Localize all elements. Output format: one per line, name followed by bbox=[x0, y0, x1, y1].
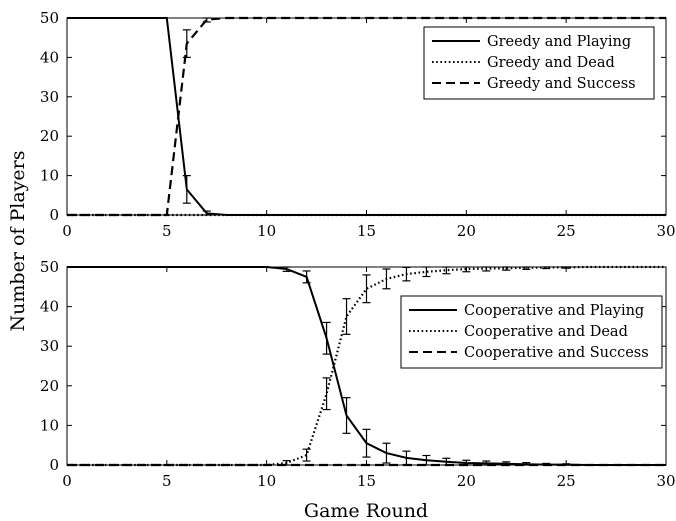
y-tick-label: 0 bbox=[49, 456, 59, 474]
y-tick-label: 30 bbox=[40, 88, 59, 106]
error-bar bbox=[322, 377, 331, 411]
x-tick-label: 15 bbox=[357, 472, 376, 490]
y-tick-label: 20 bbox=[40, 127, 59, 145]
error-bar bbox=[422, 266, 431, 278]
error-bar bbox=[542, 266, 551, 270]
series-line-greedy-and-success bbox=[67, 16, 666, 217]
x-tick-label: 5 bbox=[162, 222, 172, 240]
error-bar bbox=[462, 266, 471, 273]
x-tick-label: 15 bbox=[357, 222, 376, 240]
legend-label: Cooperative and Dead bbox=[464, 324, 628, 340]
y-tick-label: 30 bbox=[40, 337, 59, 355]
legend-label: Greedy and Success bbox=[487, 76, 636, 92]
legend-label: Greedy and Playing bbox=[487, 34, 631, 50]
error-bar bbox=[302, 448, 311, 462]
error-bar bbox=[442, 266, 451, 275]
error-bar bbox=[382, 442, 391, 464]
legend: Greedy and Playing Greedy and Dead Greedy … bbox=[423, 26, 655, 100]
y-tick-label: 50 bbox=[40, 9, 59, 27]
error-bar bbox=[302, 270, 311, 284]
y-tick-label: 10 bbox=[40, 167, 59, 185]
legend-label: Cooperative and Playing bbox=[464, 303, 644, 319]
y-tick-label: 40 bbox=[40, 298, 59, 316]
x-tick-label: 10 bbox=[257, 472, 276, 490]
x-tick-label: 5 bbox=[162, 472, 172, 490]
y-axis-label: Number of Players bbox=[7, 151, 29, 332]
error-bar bbox=[322, 321, 331, 355]
error-bar bbox=[202, 17, 211, 23]
x-tick-label: 25 bbox=[557, 222, 576, 240]
x-tick-label: 20 bbox=[457, 472, 476, 490]
y-tick-label: 20 bbox=[40, 377, 59, 395]
x-tick-label: 10 bbox=[257, 222, 276, 240]
error-bar bbox=[282, 266, 291, 272]
y-tick-label: 0 bbox=[49, 206, 59, 224]
error-bar bbox=[502, 266, 511, 271]
x-tick-label: 30 bbox=[656, 222, 675, 240]
error-bar bbox=[342, 397, 351, 434]
error-bar bbox=[362, 274, 371, 304]
y-tick-label: 50 bbox=[40, 258, 59, 276]
x-tick-label: 30 bbox=[656, 472, 675, 490]
legend: Cooperative and Playing Cooperative and D… bbox=[400, 295, 663, 369]
error-bar bbox=[182, 29, 191, 59]
error-bar bbox=[182, 175, 191, 204]
x-axis-label: Game Round bbox=[304, 500, 428, 521]
x-tick-label: 20 bbox=[457, 222, 476, 240]
error-bar bbox=[362, 428, 371, 458]
bottom-panel-cooperative: 0 5 10 15 20 25 30 0 10 20 30 40 50 Cooperative and P… bbox=[40, 258, 676, 490]
error-bar bbox=[562, 266, 571, 269]
legend-label: Cooperative and Success bbox=[464, 345, 649, 361]
legend-box bbox=[400, 295, 663, 369]
error-bar bbox=[342, 298, 351, 335]
y-tick-label: 40 bbox=[40, 48, 59, 66]
error-bar bbox=[382, 268, 391, 290]
error-bar bbox=[522, 266, 531, 270]
error-bar bbox=[482, 266, 491, 272]
legend-label: Greedy and Dead bbox=[487, 55, 615, 71]
error-bar bbox=[402, 266, 411, 282]
x-tick-label: 25 bbox=[557, 472, 576, 490]
y-tick-label: 10 bbox=[40, 416, 59, 434]
top-panel-greedy: 0 5 10 15 20 25 30 0 10 20 30 40 50 Greedy and Playin… bbox=[40, 9, 676, 240]
x-tick-label: 0 bbox=[62, 222, 72, 240]
x-tick-label: 0 bbox=[62, 472, 72, 490]
